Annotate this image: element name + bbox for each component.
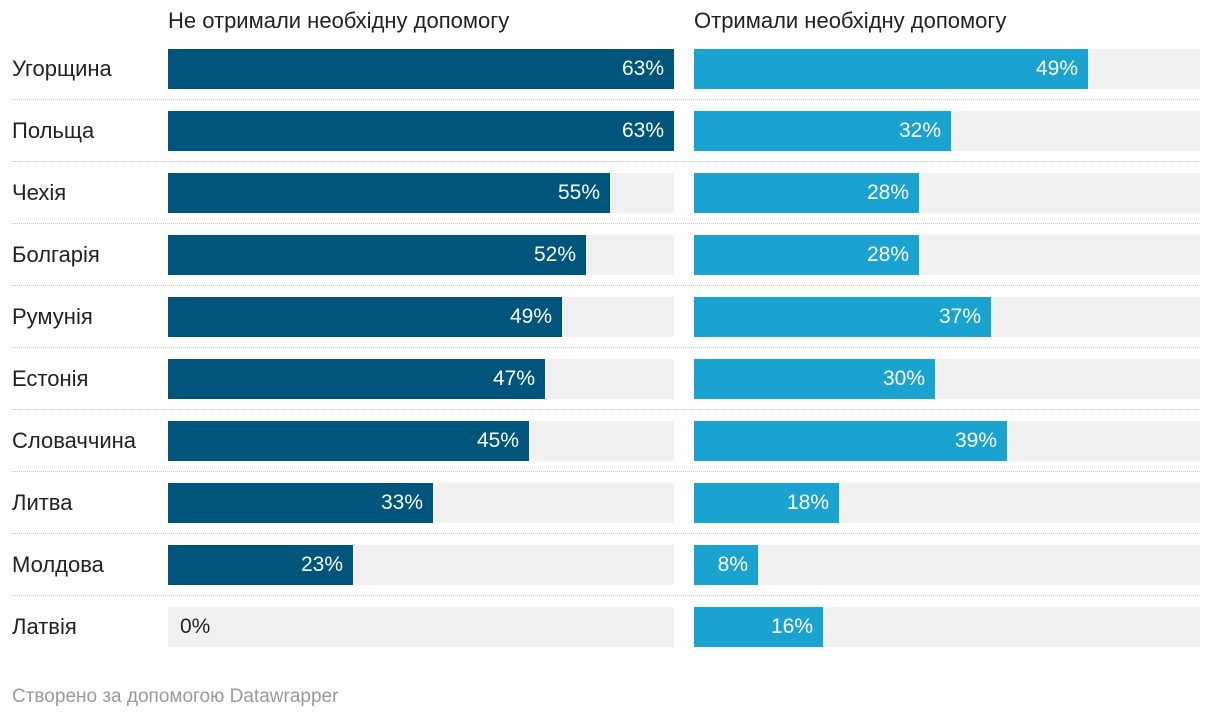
row-separator [12, 409, 1200, 410]
row-separator [12, 347, 1200, 348]
bar-not-received [168, 359, 545, 399]
bar-received [694, 173, 919, 213]
country-label: Польща [12, 118, 95, 143]
bar-track [168, 49, 674, 89]
country-label: Литва [12, 490, 73, 515]
value-label: 52% [533, 243, 576, 266]
value-label: 39% [954, 429, 997, 452]
bar-track [168, 421, 674, 461]
bar-not-received [168, 297, 562, 337]
bar-not-received [168, 483, 433, 523]
chart-row: Польща 63% 32% [0, 100, 1220, 162]
value-label: 23% [300, 553, 343, 576]
bar-not-received [168, 49, 674, 89]
bar-track [168, 607, 674, 647]
chart-row: Молдова 23% 8% [0, 534, 1220, 596]
country-label: Естонія [12, 366, 89, 391]
bar-track [694, 49, 1200, 89]
bar-track [168, 235, 674, 275]
value-label: 47% [492, 367, 535, 390]
bar-track [168, 483, 674, 523]
value-label: 8% [717, 553, 748, 576]
row-separator [12, 99, 1200, 100]
country-label: Молдова [12, 552, 104, 577]
value-label: 55% [557, 181, 600, 204]
chart-row: Латвія 0% 16% [0, 596, 1220, 658]
bar-received [694, 111, 951, 151]
bar-received [694, 607, 823, 647]
bar-not-received [168, 545, 353, 585]
value-label: 0% [180, 615, 211, 638]
column-header-received: Отримали необхідну допомогу [694, 8, 1007, 33]
bar-not-received [168, 111, 674, 151]
row-separator [12, 285, 1200, 286]
bar-received [694, 235, 919, 275]
bar-received [694, 545, 758, 585]
row-separator [12, 471, 1200, 472]
chart-row: Румунія 49% 37% [0, 286, 1220, 348]
chart-row: Угорщина 63% 49% [0, 38, 1220, 100]
bar-track [168, 297, 674, 337]
value-label: 28% [866, 181, 909, 204]
bar-track [694, 359, 1200, 399]
bar-track [694, 421, 1200, 461]
country-label: Чехія [12, 180, 67, 205]
bar-track [694, 235, 1200, 275]
value-label: 45% [476, 429, 519, 452]
value-label: 18% [786, 491, 829, 514]
value-label: 63% [621, 57, 664, 80]
bar-not-received [168, 421, 529, 461]
country-label: Латвія [12, 614, 77, 639]
value-label: 49% [509, 305, 552, 328]
value-label: 49% [1035, 57, 1078, 80]
country-label: Угорщина [12, 56, 112, 81]
chart-row: Естонія 47% 30% [0, 348, 1220, 410]
column-header-not-received: Не отримали необхідну допомогу [168, 8, 510, 33]
bar-track [694, 297, 1200, 337]
bar-track [694, 111, 1200, 151]
country-label: Словаччина [12, 428, 136, 453]
bar-received [694, 483, 839, 523]
bar-track [168, 359, 674, 399]
value-label: 33% [380, 491, 423, 514]
chart-row: Словаччина 45% 39% [0, 410, 1220, 472]
bar-received [694, 297, 991, 337]
bar-track [694, 607, 1200, 647]
bar-track [168, 545, 674, 585]
value-label: 30% [882, 367, 925, 390]
bar-received [694, 359, 935, 399]
bar-track [168, 111, 674, 151]
bar-received [694, 49, 1088, 89]
chart-row: Чехія 55% 28% [0, 162, 1220, 224]
bar-track [694, 483, 1200, 523]
row-separator [12, 533, 1200, 534]
country-label: Румунія [12, 304, 93, 329]
chart-row: Болгарія 52% 28% [0, 224, 1220, 286]
bar-track [694, 173, 1200, 213]
chart-row: Литва 33% 18% [0, 472, 1220, 534]
value-label: 16% [770, 615, 813, 638]
value-label: 28% [866, 243, 909, 266]
bar-track [694, 545, 1200, 585]
row-separator [12, 223, 1200, 224]
bar-not-received [168, 173, 610, 213]
row-separator [12, 161, 1200, 162]
value-label: 32% [898, 119, 941, 142]
country-label: Болгарія [12, 242, 100, 267]
bar-track [168, 173, 674, 213]
bar-received [694, 421, 1007, 461]
datawrapper-credit[interactable]: Створено за допомогою Datawrapper [12, 686, 339, 707]
value-label: 37% [938, 305, 981, 328]
bar-not-received [168, 235, 586, 275]
value-label: 63% [621, 119, 664, 142]
row-separator [12, 595, 1200, 596]
